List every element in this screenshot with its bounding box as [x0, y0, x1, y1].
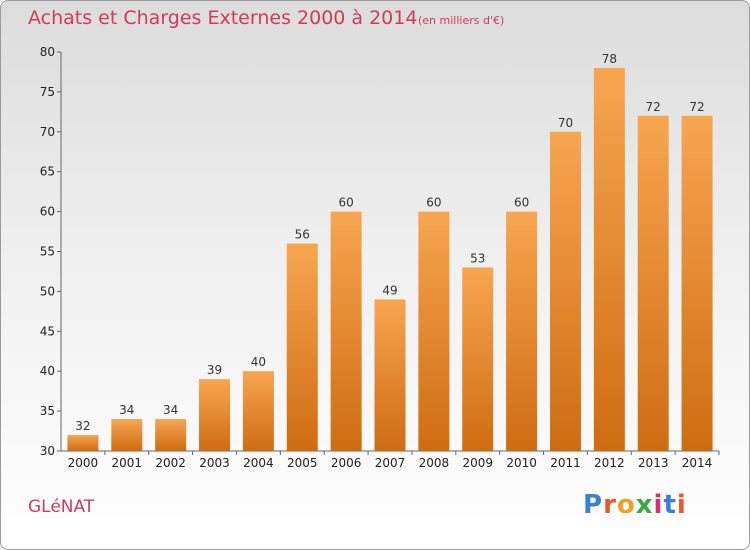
data-label-2001: 34	[119, 403, 134, 417]
data-label-2002: 34	[163, 403, 178, 417]
y-tick-label: 70	[40, 125, 55, 139]
brand-letter: o	[616, 490, 636, 520]
bar-2014	[681, 115, 713, 451]
chart-bars	[67, 67, 713, 452]
commune-name: GLéNAT	[28, 497, 95, 517]
y-tick-label: 40	[40, 364, 55, 378]
bar-2008	[418, 211, 450, 451]
y-tick-label: 65	[40, 165, 55, 179]
y-tick-label: 50	[40, 284, 55, 298]
data-label-2012: 78	[602, 52, 617, 66]
chart-subtitle: (en milliers d'€)	[418, 14, 505, 27]
bar-2000	[67, 435, 99, 451]
x-tick-label: 2000	[68, 456, 99, 470]
x-tick-label: 2005	[287, 456, 318, 470]
bar-2012	[593, 67, 625, 452]
x-tick-label: 2007	[375, 456, 406, 470]
bar-2003	[199, 379, 231, 451]
y-tick-label: 55	[40, 245, 55, 259]
data-label-2005: 56	[295, 228, 310, 242]
x-tick-label: 2004	[243, 456, 274, 470]
data-label-2009: 53	[470, 251, 485, 265]
bar-2004	[242, 371, 274, 451]
data-label-2006: 60	[338, 196, 353, 210]
data-label-2003: 39	[207, 363, 222, 377]
brand-logo: Proxiti	[583, 490, 687, 520]
y-tick-label: 75	[40, 85, 55, 99]
y-tick-label: 45	[40, 324, 55, 338]
x-tick-label: 2012	[594, 456, 625, 470]
bar-2010	[506, 211, 538, 451]
x-tick-label: 2002	[155, 456, 186, 470]
y-tick-label: 35	[40, 404, 55, 418]
bar-2007	[374, 299, 406, 451]
x-tick-label: 2013	[638, 456, 669, 470]
chart-data-labels: 32 34 34 39 40 56 60 49 60 53 60 70 78 72 72	[75, 52, 704, 433]
brand-letter: i	[676, 490, 687, 520]
data-label-2004: 40	[251, 355, 266, 369]
brand-letter: i	[653, 490, 664, 520]
data-label-2008: 60	[426, 196, 441, 210]
x-tick-label: 2010	[506, 456, 537, 470]
data-label-2013: 72	[646, 100, 661, 114]
bar-2001	[111, 419, 143, 451]
bar-2002	[155, 419, 187, 451]
brand-letter: x	[635, 490, 654, 520]
y-tick-label: 80	[40, 45, 55, 59]
x-tick-label: 2006	[331, 456, 362, 470]
data-label-2000: 32	[75, 419, 90, 433]
bar-2005	[286, 243, 318, 451]
data-label-2014: 72	[689, 100, 704, 114]
data-label-2010: 60	[514, 196, 529, 210]
bar-2011	[549, 131, 581, 452]
x-tick-label: 2003	[199, 456, 230, 470]
x-tick-label: 2008	[419, 456, 450, 470]
brand-letter: r	[603, 490, 617, 520]
y-tick-label: 30	[40, 444, 55, 458]
x-tick-label: 2011	[550, 456, 581, 470]
data-label-2007: 49	[382, 283, 397, 297]
bar-2009	[462, 267, 494, 451]
x-tick-label: 2009	[462, 456, 493, 470]
brand-letter: t	[663, 490, 677, 520]
bar-2006	[330, 211, 362, 451]
data-label-2011: 70	[558, 116, 573, 130]
bar-2013	[637, 115, 669, 451]
brand-letter: P	[583, 490, 604, 520]
chart-title: Achats et Charges Externes 2000 à 2014	[28, 7, 418, 29]
x-tick-label: 2014	[682, 456, 713, 470]
y-tick-label: 60	[40, 205, 55, 219]
x-tick-label: 2001	[112, 456, 143, 470]
